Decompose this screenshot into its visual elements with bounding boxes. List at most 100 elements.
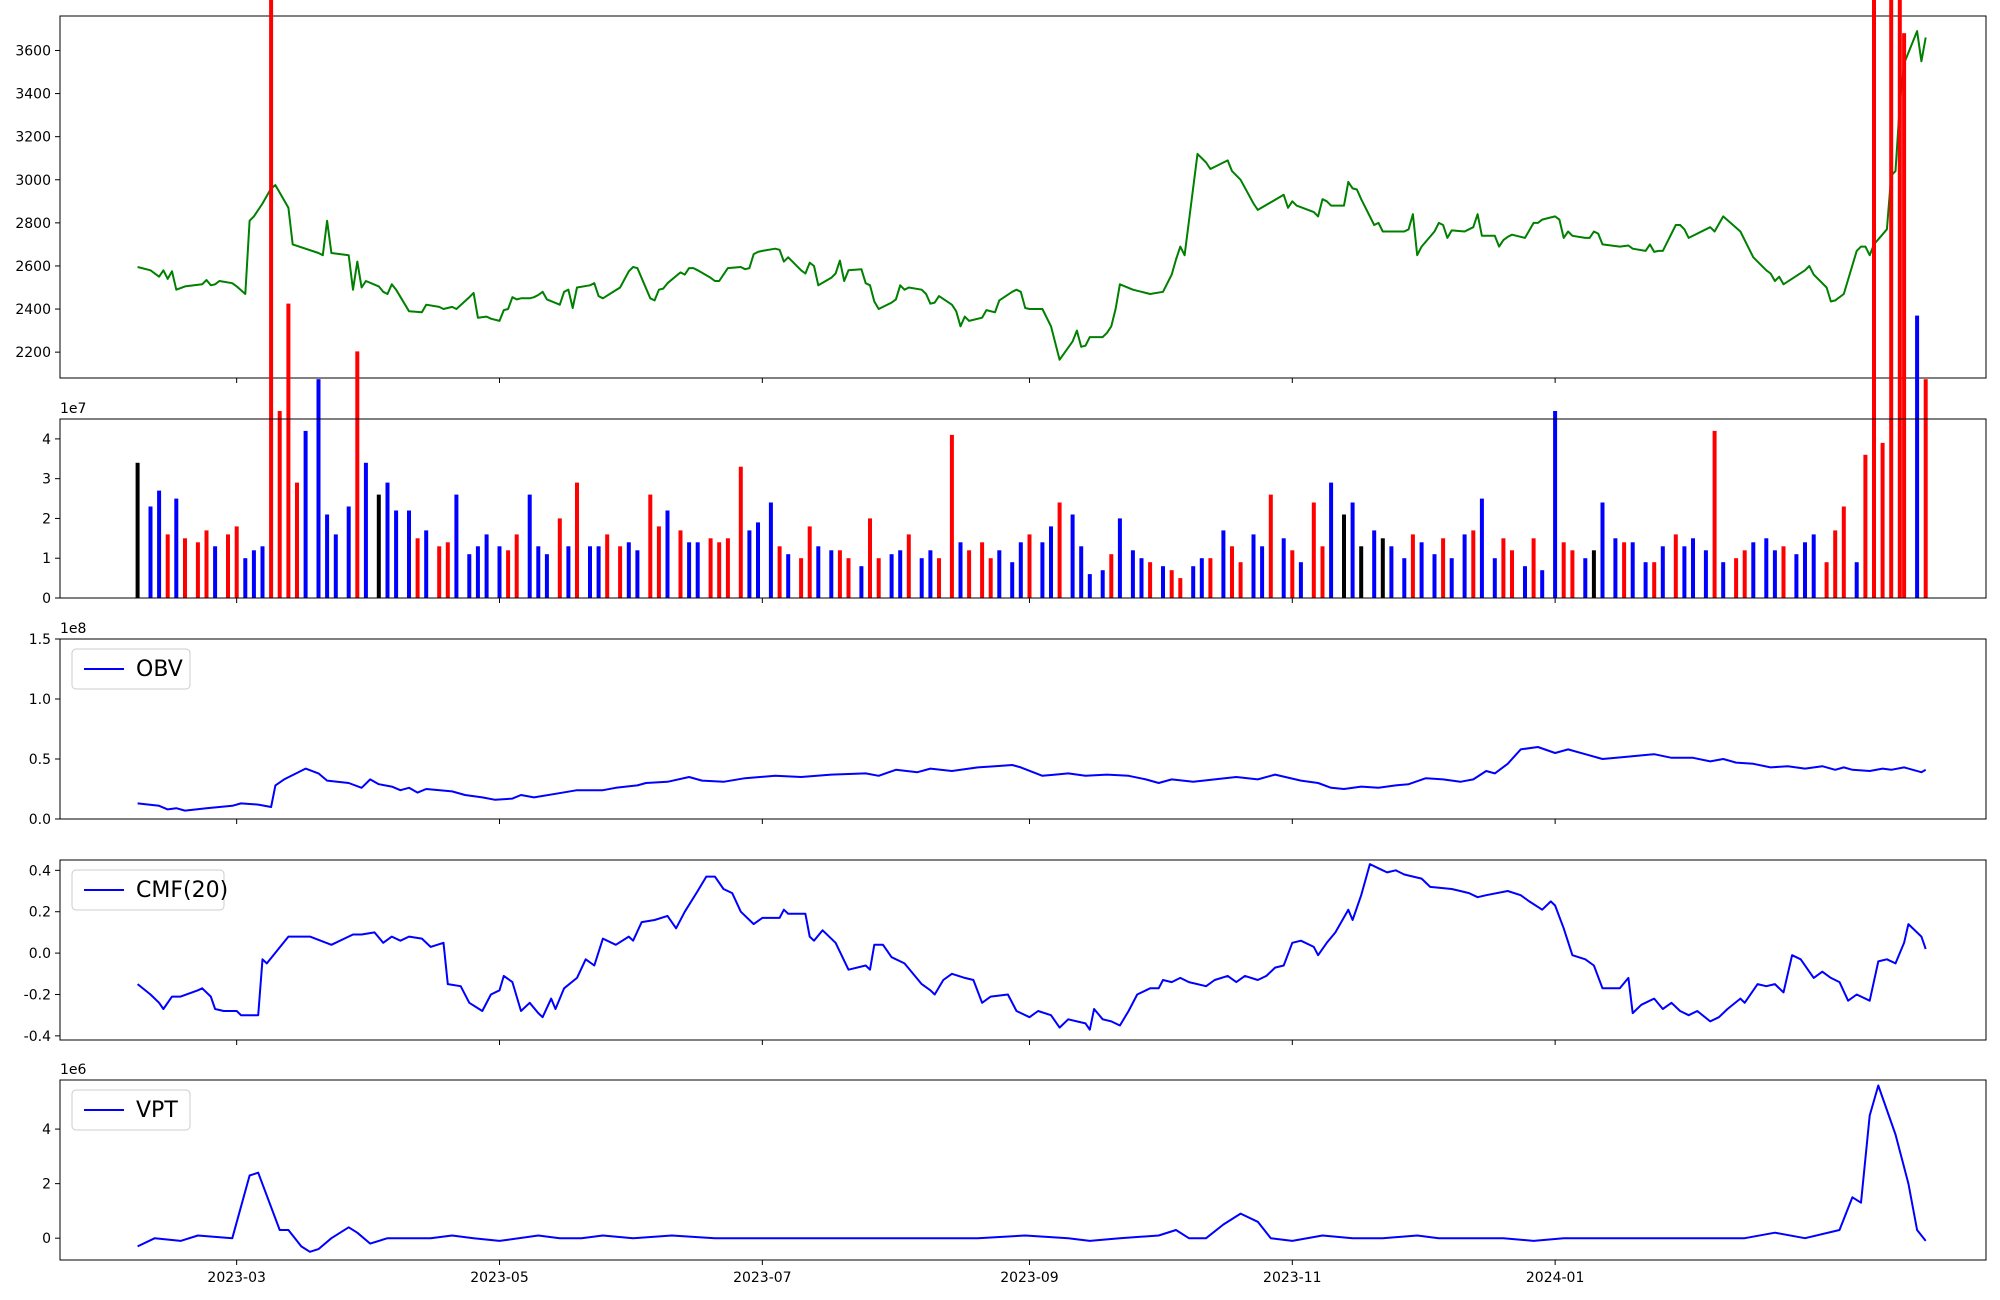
volume-bar — [437, 546, 442, 598]
y-tick-label: 2200 — [15, 345, 51, 361]
volume-bar — [1531, 538, 1536, 598]
volume-bar — [1251, 534, 1256, 598]
volume-bar — [269, 0, 274, 598]
volume-bar — [148, 506, 153, 598]
volume-bar — [536, 546, 541, 598]
volume-bar — [497, 546, 502, 598]
volume-bar — [1432, 554, 1437, 598]
volume-bar — [1199, 558, 1204, 598]
volume-bar — [1553, 411, 1558, 598]
volume-bar — [1359, 546, 1364, 598]
y-tick-label: 0.0 — [29, 812, 51, 828]
legend-label: CMF(20) — [136, 878, 228, 903]
volume-bar — [1923, 379, 1928, 598]
volume-bar — [1630, 542, 1635, 598]
volume-bar — [859, 566, 864, 598]
cmf-panel: -0.4 -0.2 0.0 0.2 0.4 CMF(20) — [24, 859, 1987, 1045]
volume-bar — [1479, 498, 1484, 598]
volume-bar — [1161, 566, 1165, 598]
volume-bar — [1087, 574, 1092, 598]
offset-label: 1e6 — [60, 1062, 87, 1078]
volume-bar — [635, 550, 640, 598]
volume-bar — [1100, 570, 1105, 598]
volume-bar — [626, 542, 631, 598]
volume-bar — [1027, 534, 1032, 598]
y-tick-label: 1.5 — [29, 632, 51, 648]
y-tick-label: 0.0 — [29, 946, 51, 962]
volume-bar — [889, 554, 894, 598]
volume-bar — [1419, 542, 1424, 598]
y-tick-label: 2 — [42, 1177, 51, 1193]
volume-bar — [325, 514, 330, 598]
volume-bar — [1169, 570, 1174, 598]
volume-bar — [876, 558, 881, 598]
volume-bar — [234, 526, 239, 598]
volume-bar — [1854, 562, 1859, 598]
volume-bar — [1583, 558, 1588, 598]
x-tick-label: 2023-05 — [470, 1270, 529, 1286]
volume-bar — [1492, 558, 1497, 598]
volume-bar — [165, 534, 170, 598]
volume-bar — [988, 558, 993, 598]
y-tick-label: -0.4 — [24, 1029, 51, 1045]
volume-bar — [1320, 546, 1325, 598]
x-tick-label: 2023-11 — [1263, 1270, 1322, 1286]
volume-bar — [1130, 550, 1135, 598]
y-tick-label: 0.4 — [29, 863, 51, 879]
volume-bar — [928, 550, 933, 598]
volume-bar — [1191, 566, 1196, 598]
y-tick-label: 3 — [42, 472, 51, 488]
volume-bar — [678, 530, 683, 598]
volume-bar — [605, 534, 610, 598]
volume-panel: 0 1 2 3 4 1e7 — [42, 0, 1987, 607]
volume-bar — [1380, 538, 1385, 598]
volume-bar — [1872, 0, 1876, 598]
volume-bar — [484, 534, 489, 598]
legend-label: VPT — [136, 1098, 178, 1123]
volume-bar — [799, 558, 804, 598]
volume-bar — [1915, 315, 1920, 598]
y-tick-label: 3000 — [15, 173, 51, 189]
volume-bar — [1449, 558, 1454, 598]
volume-bar — [906, 534, 911, 598]
volume-bar — [648, 494, 653, 598]
volume-bar — [557, 518, 562, 598]
volume-bar — [1049, 526, 1053, 598]
legend: VPT — [71, 1089, 191, 1131]
volume-bar — [135, 462, 140, 598]
volume-bar — [506, 550, 511, 598]
volume-bar — [1501, 538, 1506, 598]
volume-bar — [1510, 550, 1514, 598]
volume-bar — [717, 542, 722, 598]
volume-bar — [1643, 562, 1648, 598]
volume-bar — [1660, 546, 1665, 598]
volume-bar — [868, 518, 872, 598]
volume-bar — [1230, 546, 1234, 598]
volume-bar — [1238, 562, 1243, 598]
price-panel: 2200 2400 2600 2800 3000 3200 3400 3600 — [15, 15, 1987, 383]
volume-bar — [1734, 558, 1739, 598]
obv-panel: 0.0 0.5 1.0 1.5 1e8 OBV — [29, 621, 1987, 828]
volume-bar — [1471, 530, 1476, 598]
volume-bar — [1389, 546, 1394, 598]
volume-bar — [1622, 542, 1627, 598]
volume-bar — [1079, 546, 1084, 598]
volume-bar — [445, 542, 450, 598]
volume-bar — [725, 538, 730, 598]
volume-bar — [837, 550, 842, 598]
volume-bar — [1652, 562, 1657, 598]
volume-bar — [1148, 562, 1153, 598]
volume-bar — [1109, 554, 1114, 598]
y-tick-label: 0 — [42, 591, 51, 607]
y-tick-label: -0.2 — [24, 987, 51, 1003]
volume-bar — [1523, 566, 1527, 598]
legend-box — [71, 648, 191, 690]
y-tick-label: 4 — [42, 432, 51, 448]
volume-bar — [1298, 562, 1303, 598]
volume-bar — [1040, 542, 1045, 598]
volume-bar — [1540, 570, 1545, 598]
volume-bar — [251, 550, 256, 598]
volume-bar — [768, 502, 773, 598]
volume-bar — [846, 558, 851, 598]
